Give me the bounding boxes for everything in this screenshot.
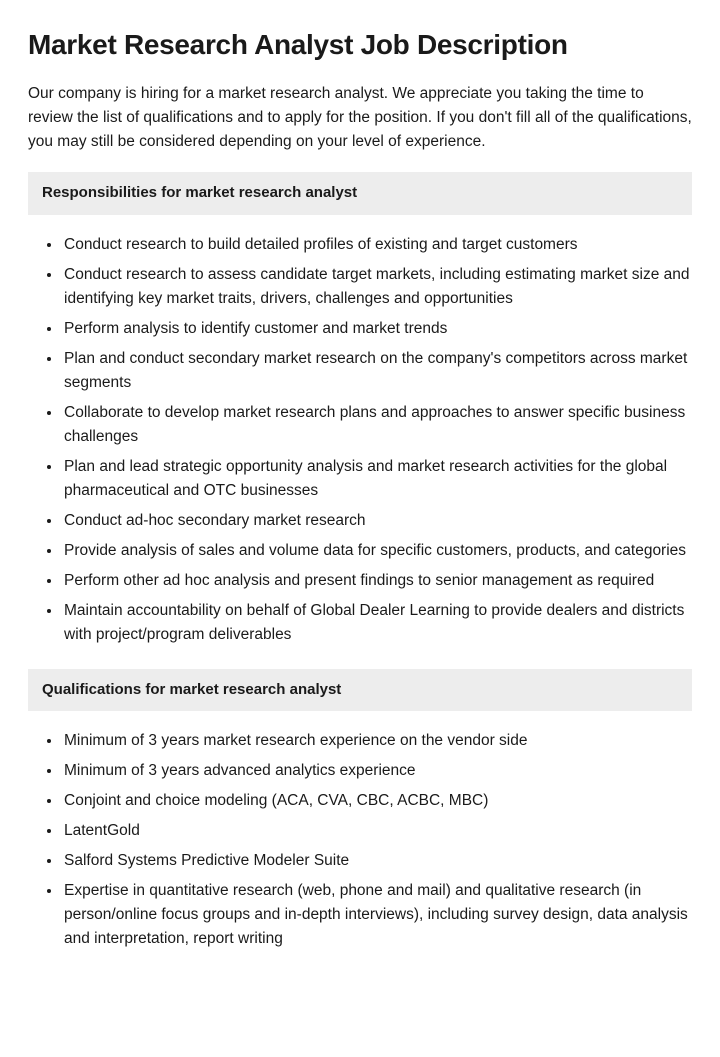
responsibilities-header: Responsibilities for market research ana… bbox=[28, 172, 692, 215]
list-item: Conjoint and choice modeling (ACA, CVA, … bbox=[62, 789, 692, 813]
list-item: Plan and lead strategic opportunity anal… bbox=[62, 455, 692, 503]
list-item: Expertise in quantitative research (web,… bbox=[62, 879, 692, 951]
list-item: Perform other ad hoc analysis and presen… bbox=[62, 569, 692, 593]
list-item: Minimum of 3 years advanced analytics ex… bbox=[62, 759, 692, 783]
list-item: Provide analysis of sales and volume dat… bbox=[62, 539, 692, 563]
list-item: Collaborate to develop market research p… bbox=[62, 401, 692, 449]
list-item: Perform analysis to identify customer an… bbox=[62, 317, 692, 341]
list-item: Conduct research to assess candidate tar… bbox=[62, 263, 692, 311]
list-item: LatentGold bbox=[62, 819, 692, 843]
list-item: Maintain accountability on behalf of Glo… bbox=[62, 599, 692, 647]
responsibilities-list: Conduct research to build detailed profi… bbox=[28, 233, 692, 647]
qualifications-list: Minimum of 3 years market research exper… bbox=[28, 729, 692, 951]
list-item: Minimum of 3 years market research exper… bbox=[62, 729, 692, 753]
intro-paragraph: Our company is hiring for a market resea… bbox=[28, 82, 692, 154]
page-title: Market Research Analyst Job Description bbox=[28, 24, 692, 66]
list-item: Plan and conduct secondary market resear… bbox=[62, 347, 692, 395]
list-item: Conduct ad-hoc secondary market research bbox=[62, 509, 692, 533]
qualifications-header: Qualifications for market research analy… bbox=[28, 669, 692, 712]
list-item: Conduct research to build detailed profi… bbox=[62, 233, 692, 257]
list-item: Salford Systems Predictive Modeler Suite bbox=[62, 849, 692, 873]
